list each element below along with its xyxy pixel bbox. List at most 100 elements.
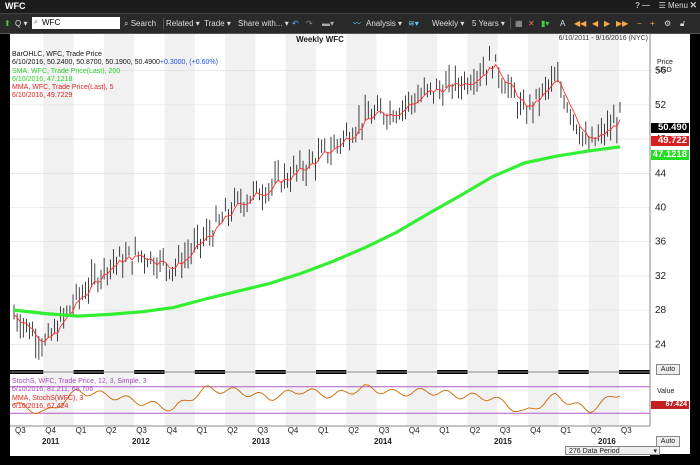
- quarter-tick-label: Q4: [288, 426, 299, 435]
- toolbar: ⬆ Q ▾ ⌕ WFC ⌕ Search Related ▾ Trade ▾ S…: [0, 14, 700, 34]
- zoom-in-icon[interactable]: +: [650, 19, 655, 28]
- search-label: Search: [130, 19, 157, 28]
- analysis-label: Analysis: [366, 19, 396, 28]
- quarter-shade: [588, 34, 619, 426]
- calendar-icon[interactable]: ▦: [515, 19, 523, 28]
- quarter-tick-label: Q1: [560, 426, 571, 435]
- stoch-value-tag: 67.424: [651, 401, 689, 409]
- quarter-tick-label: Q1: [439, 426, 450, 435]
- sma-legend-line2: 6/10/2016, 47.1218: [12, 75, 73, 83]
- price-tick-label: 24: [655, 339, 667, 350]
- price-tick-label: 52: [655, 100, 667, 111]
- quarter-tick-label: Q4: [409, 426, 420, 435]
- quarter-shade: [43, 34, 74, 426]
- data-period-select[interactable]: 276 Data Period ▾: [565, 446, 660, 455]
- text-icon[interactable]: A: [560, 19, 566, 28]
- symbol-value: WFC: [42, 18, 61, 27]
- quarter-tick-label: Q3: [15, 426, 26, 435]
- period-select[interactable]: Weekly ▾: [432, 19, 465, 28]
- price-auto-button[interactable]: Auto: [656, 364, 680, 375]
- scroll-left-icon[interactable]: ◀: [592, 19, 599, 28]
- year-tick-label: 2015: [494, 437, 512, 446]
- quarter-tick-label: Q2: [470, 426, 481, 435]
- sma-price-tag: 47.1218: [651, 149, 689, 160]
- bar-chart-icon[interactable]: ▮▾: [541, 19, 550, 28]
- q-menu-button[interactable]: Q ▾: [15, 19, 28, 28]
- price-tick-label: 36: [655, 237, 667, 248]
- chart-date-range: 6/10/2011 - 9/16/2016 (NYC): [558, 35, 648, 42]
- share-label: Share with...: [238, 19, 283, 28]
- last-price-tag: 50.490: [651, 123, 689, 133]
- quarter-tick-label: Q3: [621, 426, 632, 435]
- stoch-auto-button[interactable]: Auto: [656, 436, 680, 447]
- year-tick-label: 2013: [252, 437, 270, 446]
- symbol-input[interactable]: ⌕ WFC: [32, 17, 120, 29]
- share-button[interactable]: Share with... ▾: [238, 19, 289, 28]
- window-title: WFC: [5, 1, 26, 11]
- scroll-right-icon[interactable]: ▶: [604, 19, 611, 28]
- range-select[interactable]: 5 Years ▾: [472, 19, 505, 28]
- quarter-tick-label: Q2: [106, 426, 117, 435]
- quarter-tick-label: Q4: [167, 426, 178, 435]
- redo-icon[interactable]: ↷: [306, 19, 313, 28]
- quarter-shade: [164, 34, 195, 426]
- mma-legend-line1: MMA, WFC, Trade Price(Last), 5: [12, 84, 114, 92]
- value-axis-label: Value: [657, 388, 675, 395]
- price-tick-label: 56: [655, 66, 667, 77]
- quarter-shade: [103, 34, 135, 426]
- sma-line: [13, 145, 621, 318]
- quarter-tick-label: Q4: [45, 426, 56, 435]
- trade-label: Trade: [204, 19, 225, 28]
- price-tick-label: 44: [655, 168, 667, 179]
- quarter-tick-label: Q4: [530, 426, 541, 435]
- trade-button[interactable]: Trade ▾: [204, 19, 231, 28]
- chevron-down-icon: ▾: [653, 448, 657, 455]
- menu-button[interactable]: ☰ Menu: [658, 1, 688, 10]
- year-tick-label: 2012: [132, 437, 150, 446]
- window-titlebar: WFC ? — ☰ Menu ✕: [0, 0, 700, 14]
- lock-icon[interactable]: 🔓︎: [680, 19, 686, 28]
- year-tick-label: 2016: [598, 437, 616, 446]
- quarter-shade: [285, 34, 316, 426]
- chart-type-icon[interactable]: ✕: [528, 19, 535, 28]
- close-icon[interactable]: ✕: [689, 0, 697, 10]
- currency-label: USD: [657, 67, 672, 74]
- undo-icon[interactable]: ↶: [292, 19, 299, 28]
- quarter-tick-label: Q1: [318, 426, 329, 435]
- quarter-tick-label: Q3: [379, 426, 390, 435]
- related-button[interactable]: Related ▾: [166, 19, 200, 28]
- folder-icon[interactable]: ▬▾: [322, 19, 335, 28]
- search-icon: ⌕: [34, 19, 38, 26]
- scroll-first-icon[interactable]: ◀◀: [574, 19, 587, 28]
- settings-icon[interactable]: ⚙: [664, 19, 672, 28]
- analysis-icon: 〰: [353, 19, 361, 28]
- quarter-shade: [467, 34, 498, 426]
- time-axis-panel: [10, 426, 650, 456]
- quarter-tick-label: Q2: [591, 426, 602, 435]
- scroll-last-icon[interactable]: ▶▶: [616, 19, 629, 28]
- quarter-tick-label: Q3: [500, 426, 511, 435]
- range-value: 5 Years: [472, 19, 499, 28]
- search-button[interactable]: ⌕ Search: [124, 19, 157, 28]
- studies-icon[interactable]: ≋▾: [408, 19, 419, 28]
- price-axis-label: Price USD: [657, 59, 673, 75]
- help-icon[interactable]: ?: [635, 1, 640, 10]
- minimize-icon[interactable]: —: [642, 1, 650, 10]
- analysis-button[interactable]: Analysis ▾: [366, 19, 403, 28]
- bar-legend-line1: BarOHLC, WFC, Trade Price: [12, 51, 102, 58]
- quarter-shade: [346, 34, 377, 426]
- stoch-legend-line3: MMA, StochS(WFC), 3: [12, 394, 84, 402]
- data-period-label: 276 Data Period: [569, 448, 620, 455]
- sma-legend-line1: SMA, WFC, Trade Price(Last), 200: [12, 67, 121, 75]
- stoch-legend-line4: 6/10/2016, 67.424: [12, 402, 69, 410]
- period-value: Weekly: [432, 19, 459, 28]
- quarter-shade: [225, 34, 256, 426]
- stoch-line: [13, 384, 621, 414]
- price-legend: BarOHLC, WFC, Trade Price 6/10/2016, 50.…: [12, 51, 218, 101]
- price-tick-label: 32: [655, 271, 667, 282]
- up-arrow-icon[interactable]: ⬆: [4, 19, 11, 28]
- zoom-out-icon[interactable]: −: [637, 19, 642, 28]
- bar-legend-line2: 6/10/2016, 50.2400, 50.8700, 50.1900, 50…: [12, 59, 218, 67]
- mma-price-tag: 49.722: [651, 136, 689, 146]
